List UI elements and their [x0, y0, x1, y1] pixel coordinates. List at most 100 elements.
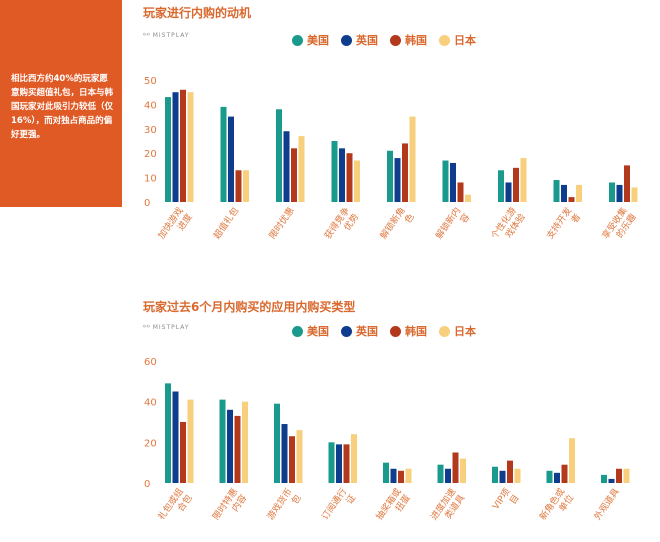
bar-6-2 — [507, 460, 513, 483]
bar-0-0 — [165, 383, 171, 483]
legend-label: 日本 — [454, 34, 476, 47]
legend-item-1: 英国 — [341, 323, 378, 339]
x-tick-label: 外观道具 — [591, 486, 621, 522]
bar-8-0 — [609, 182, 615, 202]
bar-8-1 — [608, 478, 615, 483]
bar-7-3 — [569, 438, 575, 483]
legend-item-1: 英国 — [341, 32, 378, 48]
legend-swatch-icon — [390, 34, 401, 46]
y-tick-label: 50 — [144, 76, 157, 87]
sidebar-note: 相比西方约40%的玩家愿意购买超值礼包，日本与韩国玩家对此吸引力较低（仅16%）… — [11, 74, 114, 140]
chart1-title: 玩家进行内购的动机 — [143, 6, 252, 20]
bar-2-2 — [291, 148, 297, 202]
bar-6-1 — [505, 182, 512, 202]
y-tick-label: 40 — [144, 398, 157, 409]
bar-4-0 — [387, 150, 393, 202]
legend-item-0: 美国 — [292, 323, 329, 339]
bar-3-3 — [351, 434, 357, 483]
y-tick-label: 60 — [144, 357, 157, 368]
x-tick-label: 订阅通行证 — [319, 486, 358, 529]
x-tick-label: 限时特惠内容 — [210, 486, 249, 529]
bar-6-2 — [513, 167, 519, 202]
legend-item-3: 日本 — [439, 32, 476, 48]
x-tick-label: VIP项目 — [490, 486, 521, 518]
bar-3-0 — [328, 442, 335, 483]
bar-0-3 — [187, 92, 194, 202]
bar-4-3 — [409, 116, 416, 202]
legend-label: 韩国 — [405, 325, 427, 338]
chart2-title: 玩家过去6个月内购买的应用内购买类型 — [143, 300, 356, 314]
bar-0-1 — [172, 92, 179, 202]
bar-7-0 — [553, 180, 560, 202]
mistplay-logo: ⚯ MISTPLAY — [143, 30, 190, 39]
bar-1-1 — [227, 409, 233, 483]
bar-0-3 — [187, 399, 194, 483]
bar-7-2 — [561, 464, 568, 483]
bar-3-3 — [354, 160, 360, 202]
bar-1-0 — [219, 399, 226, 483]
bar-0-2 — [180, 89, 186, 202]
bar-8-3 — [631, 187, 638, 202]
bar-2-3 — [296, 430, 303, 483]
bar-6-0 — [498, 170, 504, 202]
legend-swatch-icon — [341, 34, 352, 46]
bar-2-3 — [298, 136, 305, 202]
legend-label: 美国 — [307, 34, 329, 47]
bar-8-3 — [623, 468, 630, 483]
bar-5-1 — [450, 162, 456, 202]
mistplay-logo-2: ⚯ MISTPLAY — [143, 322, 190, 331]
legend-label: 韩国 — [405, 34, 427, 47]
bar-0-1 — [172, 391, 179, 483]
bar-5-1 — [445, 468, 451, 483]
bar-1-3 — [243, 170, 249, 202]
bar-3-1 — [339, 148, 345, 202]
logo-text: MISTPLAY — [152, 324, 190, 331]
bar-8-0 — [601, 474, 607, 483]
bar-7-0 — [546, 470, 553, 483]
mistplay-mark-icon: ⚯ — [143, 30, 151, 39]
legend-swatch-icon — [439, 325, 450, 337]
x-tick-label: 进度加速类道具 — [428, 486, 467, 529]
bar-7-3 — [576, 184, 582, 202]
y-tick-label: 0 — [144, 479, 150, 490]
bar-4-0 — [383, 462, 389, 483]
mistplay-mark-icon: ⚯ — [143, 322, 151, 331]
chart2-legend: 美国 英国 韩国 日本 — [292, 323, 488, 339]
legend-swatch-icon — [439, 34, 450, 46]
bar-6-0 — [492, 466, 498, 483]
bar-5-2 — [452, 452, 459, 483]
bar-5-3 — [465, 194, 471, 202]
legend-swatch-icon — [292, 325, 303, 337]
bar-7-1 — [561, 184, 567, 202]
bar-6-3 — [520, 158, 527, 202]
bar-3-2 — [346, 153, 353, 202]
legend-label: 美国 — [307, 325, 329, 338]
bar-5-3 — [460, 458, 466, 483]
legend-label: 英国 — [356, 325, 378, 338]
bar-5-2 — [457, 182, 464, 202]
bar-5-0 — [442, 160, 449, 202]
bar-4-2 — [398, 470, 404, 483]
x-tick-label: 礼包或组合包 — [155, 486, 194, 529]
bar-3-0 — [331, 141, 338, 202]
bar-6-1 — [499, 470, 506, 483]
bar-2-2 — [289, 436, 295, 483]
bar-8-2 — [624, 165, 630, 202]
bar-7-2 — [568, 197, 575, 202]
legend-label: 日本 — [454, 325, 476, 338]
bar-7-1 — [554, 472, 560, 483]
y-tick-label: 10 — [144, 174, 157, 185]
legend-item-2: 韩国 — [390, 323, 427, 339]
legend-swatch-icon — [292, 34, 303, 46]
y-tick-label: 0 — [144, 198, 150, 209]
x-tick-label: 新角色或单位 — [537, 486, 576, 529]
legend-swatch-icon — [390, 325, 401, 337]
bar-0-0 — [165, 97, 171, 202]
legend-item-3: 日本 — [439, 323, 476, 339]
bar-4-2 — [402, 143, 408, 202]
bar-4-1 — [394, 158, 401, 202]
chart1-legend: 美国 英国 韩国 日本 — [292, 32, 488, 48]
bar-3-1 — [336, 444, 342, 483]
